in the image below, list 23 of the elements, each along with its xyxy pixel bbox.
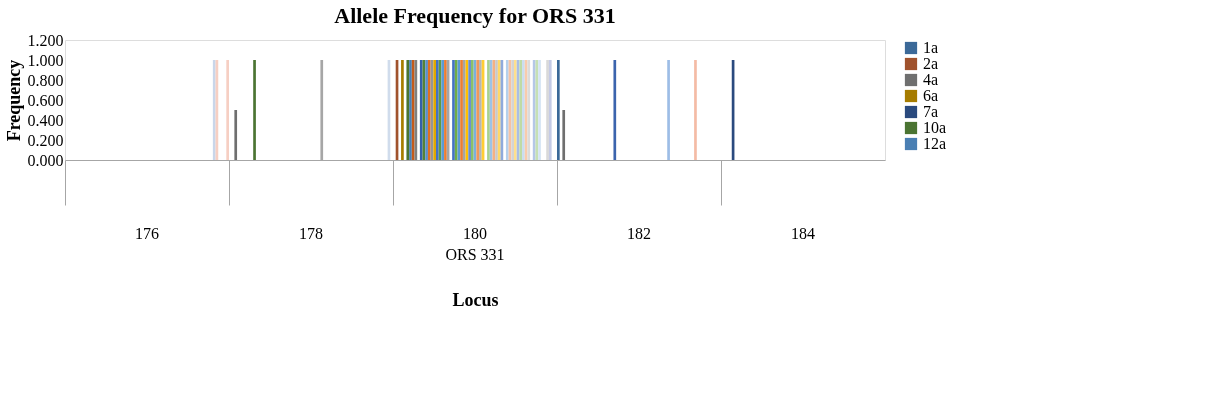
x-tick-label: 184 — [791, 224, 815, 242]
x-axis-title: Locus — [452, 289, 499, 310]
x-tick-label: 182 — [627, 224, 651, 242]
legend-label: 12a — [923, 135, 947, 152]
y-tick-label: 1.000 — [27, 51, 64, 69]
y-tick-label: 0.400 — [27, 111, 64, 129]
x-tick-label: 180 — [463, 224, 487, 242]
legend-label: 2a — [923, 55, 939, 72]
y-tick-label: 0.000 — [27, 151, 64, 169]
y-tick-label: 1.200 — [27, 31, 64, 49]
legend-label: 10a — [923, 119, 947, 136]
x-tick-label: 178 — [299, 224, 323, 242]
y-axis-title: Frequency — [3, 59, 24, 142]
legend-label: 1a — [923, 39, 939, 56]
y-tick-label: 0.200 — [27, 131, 64, 149]
x-tick-label: 176 — [135, 224, 159, 242]
y-tick-label: 0.600 — [27, 91, 64, 109]
legend-label: 4a — [923, 71, 939, 88]
chart-title: Allele Frequency for ORS 331 — [334, 3, 616, 28]
legend-label: 7a — [923, 103, 939, 120]
y-tick-label: 0.800 — [27, 71, 64, 89]
legend-label: 6a — [923, 87, 939, 104]
text: ORS 331 — [445, 246, 505, 263]
